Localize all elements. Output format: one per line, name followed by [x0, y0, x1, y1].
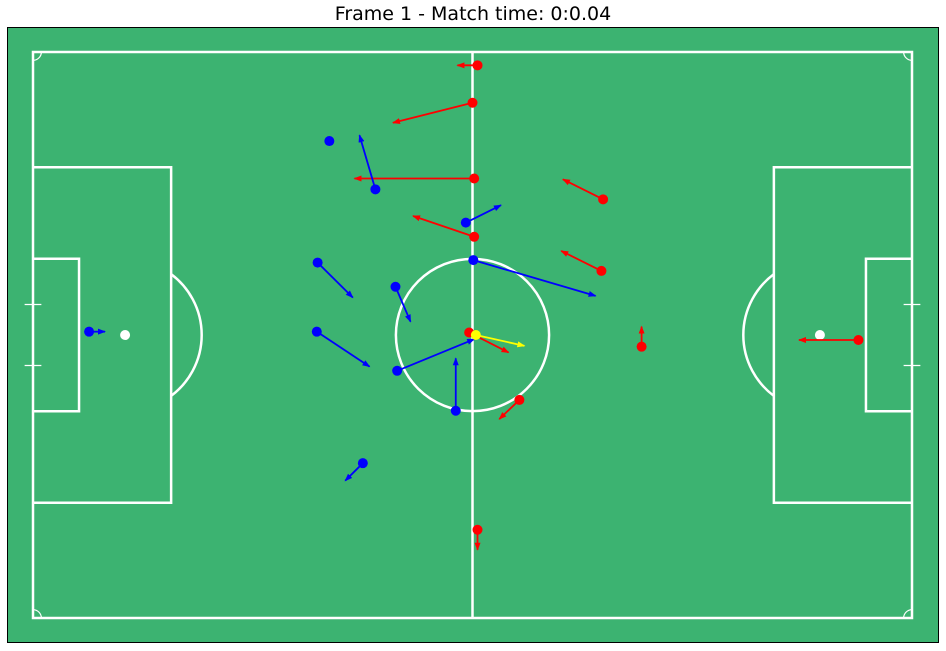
away-player-2-marker — [370, 184, 381, 195]
player-markers — [84, 60, 864, 535]
left-goal-area — [33, 257, 81, 413]
away-player-2-velocity-arrow — [358, 134, 377, 190]
corner-arc-bottom-left — [32, 609, 42, 619]
left-penalty-spot — [120, 330, 131, 340]
home-player-10-marker — [472, 524, 483, 535]
home-player-11-marker — [853, 334, 864, 345]
away-player-8-velocity-arrow — [396, 338, 476, 372]
right-penalty-arc — [742, 273, 775, 397]
home-player-6-velocity-arrow — [560, 250, 602, 272]
away-player-9-marker — [450, 405, 461, 416]
corner-arc-top-left — [32, 51, 42, 61]
home-player-1-marker — [472, 60, 483, 71]
away-player-10-marker — [357, 458, 368, 469]
right-penalty-spot — [814, 330, 825, 340]
right-goal-area — [864, 257, 912, 413]
corner-arc-bottom-right — [903, 609, 913, 619]
home-player-2-velocity-arrow — [392, 101, 473, 124]
chart-title: Frame 1 - Match time: 0:0.04 — [334, 3, 612, 25]
velocity-arrows — [89, 62, 859, 551]
home-player-6-marker — [596, 265, 607, 276]
away-player-6-velocity-arrow — [394, 286, 412, 323]
away-player-5-velocity-arrow — [316, 261, 354, 299]
corner-arc-top-right — [903, 51, 913, 61]
away-player-7-marker — [311, 326, 322, 337]
left-penalty-area — [33, 165, 173, 505]
right-penalty-area — [772, 165, 912, 505]
left-penalty-arc — [170, 273, 203, 397]
away-player-4-marker — [468, 255, 479, 266]
away-player-7-velocity-arrow — [316, 330, 371, 368]
home-player-2-marker — [467, 97, 478, 108]
pitch-lines — [24, 50, 921, 620]
away-player-8-marker — [392, 365, 403, 376]
home-player-5-marker — [598, 194, 609, 205]
home-player-3-marker — [469, 173, 480, 184]
ball-marker — [470, 330, 481, 340]
away-player-11-marker — [84, 326, 95, 337]
home-player-4-velocity-arrow — [412, 215, 475, 238]
away-player-1-marker — [324, 136, 335, 147]
ball-velocity-arrow — [475, 334, 526, 348]
away-player-6-marker — [390, 281, 401, 292]
pitch-spots — [120, 330, 825, 340]
home-player-8-marker — [636, 341, 647, 352]
away-player-5-marker — [312, 257, 323, 268]
home-player-5-velocity-arrow — [562, 178, 604, 201]
away-player-4-velocity-arrow — [473, 259, 597, 297]
away-player-3-velocity-arrow — [465, 204, 502, 224]
home-player-9-marker — [514, 394, 525, 405]
home-player-4-marker — [469, 231, 480, 242]
away-player-3-marker — [460, 217, 471, 228]
